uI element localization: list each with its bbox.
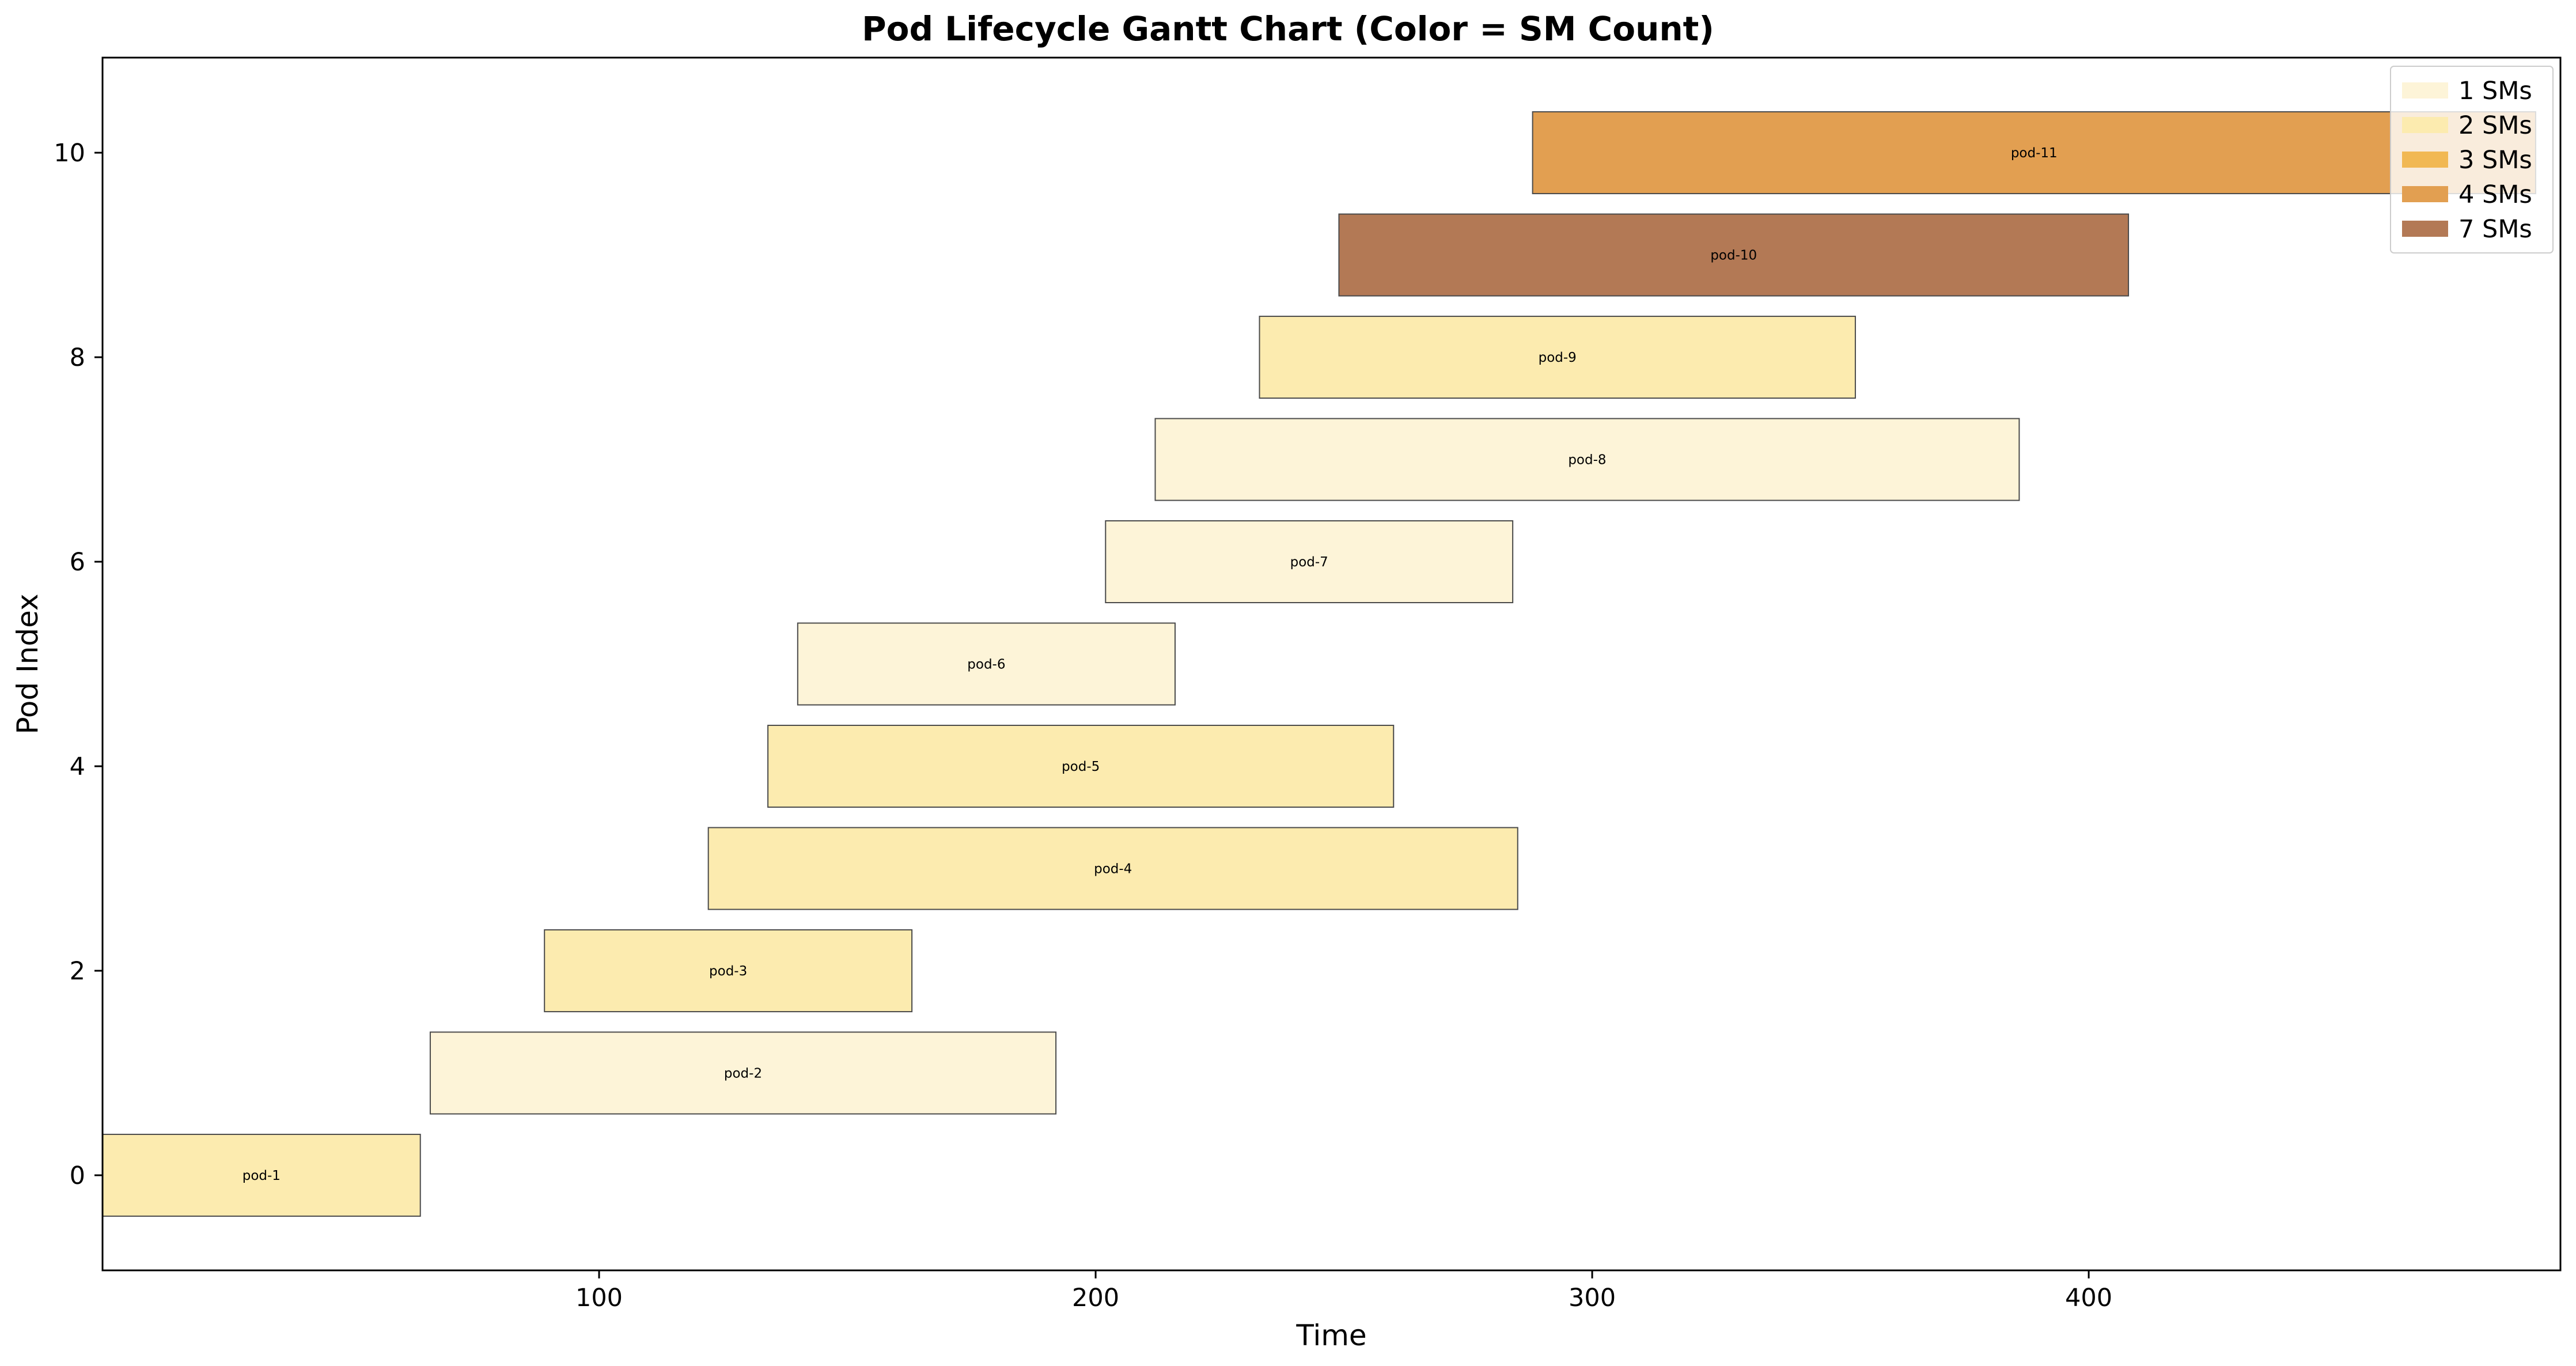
legend-swatch [2402, 221, 2448, 237]
y-tick-label: 6 [70, 548, 85, 577]
x-axis: 100 200 300 400 [575, 1270, 2112, 1312]
x-tick-label: 200 [1072, 1284, 1119, 1312]
bar-label: pod-1 [243, 1168, 281, 1183]
bar-label: pod-3 [709, 964, 747, 979]
legend-label: 4 SMs [2458, 180, 2532, 209]
gantt-bar-pod-8 [1154, 418, 2020, 501]
y-tick-label: 10 [54, 139, 85, 168]
x-tick-label: 100 [575, 1284, 623, 1312]
gantt-bar-pod-6 [797, 622, 1176, 706]
bar-label: pod-11 [2011, 146, 2058, 161]
bar-label: pod-10 [1710, 248, 1757, 263]
bar-label: pod-2 [724, 1066, 762, 1081]
gantt-bar-pod-4 [707, 827, 1518, 910]
x-tick-label: 300 [1569, 1284, 1616, 1312]
bars-layer: pod-1 pod-2 pod-3 pod-4 pod-5 pod-6 pod-7 pod-8… [102, 111, 2536, 1217]
x-tick-label: 400 [2065, 1284, 2112, 1312]
legend-swatch [2402, 186, 2448, 202]
y-axis: 0 2 4 6 8 10 [54, 139, 103, 1190]
legend-box [2390, 66, 2554, 253]
gantt-bar-pod-2 [429, 1031, 1057, 1115]
bar-label: pod-6 [967, 657, 1005, 672]
y-tick-label: 4 [70, 752, 85, 781]
y-axis-label: Pod Index [11, 593, 44, 734]
legend-swatch [2402, 152, 2448, 168]
legend-label: 3 SMs [2458, 146, 2532, 175]
plot-area-frame [101, 56, 2562, 1272]
legend-label: 1 SMs [2458, 77, 2532, 105]
bar-label: pod-5 [1062, 759, 1100, 774]
gantt-bar-pod-9 [1259, 316, 1856, 399]
gantt-bar-pod-10 [1338, 213, 2130, 297]
legend-label: 7 SMs [2458, 215, 2532, 244]
y-tick-label: 0 [70, 1161, 85, 1190]
gantt-bar-pod-7 [1105, 520, 1514, 604]
y-tick-label: 2 [70, 957, 85, 986]
bar-label: pod-8 [1568, 453, 1606, 468]
chart-title: Pod Lifecycle Gantt Chart (Color = SM Co… [862, 9, 1714, 48]
x-axis-label: Time [1295, 1319, 1366, 1352]
gantt-bar-pod-5 [767, 724, 1395, 808]
y-tick-label: 8 [70, 343, 85, 372]
legend: 1 SMs 2 SMs 3 SMs 4 SMs 7 SMs [2390, 66, 2554, 253]
bar-label: pod-9 [1539, 350, 1577, 365]
bar-label: pod-7 [1290, 555, 1328, 570]
gantt-bar-pod-1 [102, 1133, 421, 1217]
gantt-bar-pod-3 [544, 929, 913, 1012]
legend-label: 2 SMs [2458, 111, 2532, 140]
legend-swatch [2402, 117, 2448, 133]
legend-swatch [2402, 82, 2448, 99]
bar-label: pod-4 [1094, 861, 1132, 876]
